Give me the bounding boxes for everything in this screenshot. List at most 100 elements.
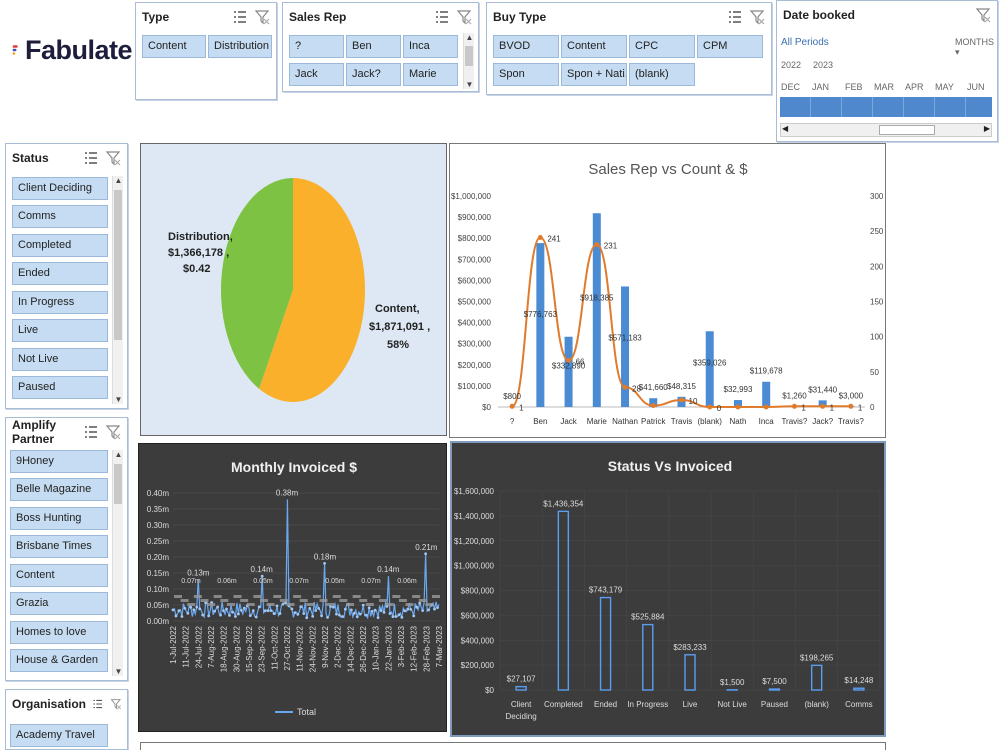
data-point: [320, 614, 324, 618]
slicer-item[interactable]: Homes to love: [10, 621, 108, 644]
data-point: [204, 601, 208, 605]
slicer-item[interactable]: Distribution: [208, 35, 272, 58]
y-axis-tick-label: 0.35m: [147, 505, 170, 514]
y-axis-tick-label: $200,000: [458, 361, 492, 370]
chart-title: Sales Rep vs Count & $: [588, 161, 748, 178]
slicer-item[interactable]: CPM: [697, 35, 763, 58]
x-axis-tick-label: 22-Jan-2023: [384, 625, 393, 670]
slicer-item[interactable]: Completed: [12, 234, 108, 257]
data-point: [355, 615, 359, 619]
x-axis-tick-label: Nathan: [612, 417, 638, 426]
scroll-down-icon[interactable]: ▼: [114, 667, 123, 676]
data-point: [412, 614, 416, 618]
slicer-item[interactable]: ?: [289, 35, 344, 58]
slicer-item[interactable]: Grazia: [10, 592, 108, 615]
data-point: [349, 608, 353, 612]
overlapping-data-label: [253, 595, 262, 598]
clear-filter-icon[interactable]: [456, 9, 472, 25]
slicer-item[interactable]: Paused: [12, 376, 108, 399]
data-point: [296, 612, 300, 616]
slicer-item[interactable]: CPC: [629, 35, 695, 58]
scroll-up-icon[interactable]: ▲: [114, 176, 123, 185]
slicer-item[interactable]: Spon + Nati...: [561, 63, 627, 86]
data-point: [174, 614, 178, 618]
amplify-partner-scrollbar[interactable]: ▲ ▼: [112, 450, 123, 676]
pie-label-content-line3: 58%: [387, 339, 409, 351]
multi-select-icon[interactable]: [83, 150, 99, 166]
slicer-item[interactable]: Brisbane Times: [10, 535, 108, 558]
time-unit-label: MONTHS: [955, 37, 994, 47]
slicer-item[interactable]: Content: [142, 35, 206, 58]
data-point: [201, 613, 205, 617]
multi-select-icon[interactable]: [727, 9, 743, 25]
multi-select-icon[interactable]: [83, 424, 99, 440]
data-point: [332, 605, 335, 609]
multi-select-icon[interactable]: [232, 9, 248, 25]
clear-filter-icon[interactable]: [105, 150, 121, 166]
x-axis-tick-label: Ended: [594, 700, 617, 709]
data-point: [192, 608, 196, 612]
slicer-item[interactable]: House & Garden: [10, 649, 108, 672]
overlapping-data-label: [174, 595, 182, 598]
data-point: [257, 605, 261, 609]
clear-filter-icon[interactable]: [254, 9, 270, 25]
overlapping-data-label: [339, 599, 348, 602]
slicer-item[interactable]: Boss Hunting: [10, 507, 108, 530]
count-point: [594, 242, 600, 248]
clear-filter-icon[interactable]: [749, 9, 765, 25]
scroll-up-icon[interactable]: ▲: [465, 33, 474, 42]
slicer-item[interactable]: Ben: [346, 35, 401, 58]
slicer-item[interactable]: Spon: [493, 63, 559, 86]
status-scrollbar[interactable]: ▲ ▼: [112, 176, 123, 404]
year-label: 2022: [781, 60, 802, 70]
slicer-item[interactable]: Client Deciding: [12, 177, 108, 200]
slicer-item[interactable]: Ended: [12, 262, 108, 285]
clear-filter-icon[interactable]: [975, 7, 991, 23]
slicer-item[interactable]: Comms: [12, 205, 108, 228]
slicer-item[interactable]: Not Live: [12, 348, 108, 371]
timeline-period-bar[interactable]: [780, 97, 992, 117]
slicer-item[interactable]: Content: [10, 564, 108, 587]
bar-data-label: $525,884: [631, 613, 665, 622]
time-unit-dropdown[interactable]: MONTHS ▾: [955, 37, 997, 58]
slicer-item[interactable]: Jack?: [346, 63, 401, 86]
slicer-item[interactable]: 9Honey: [10, 450, 108, 473]
bar-dollars: [818, 400, 827, 407]
month-label: MAY: [935, 82, 954, 92]
clear-filter-icon[interactable]: [110, 696, 121, 712]
slicer-item[interactable]: Belle Magazine: [10, 478, 108, 501]
x-axis-tick-label: 11-Jul-2022: [182, 625, 191, 667]
count-data-label: 1: [858, 403, 863, 412]
timeline-scrollbar[interactable]: ◀ ▶: [780, 123, 992, 137]
app-name: Fabulate: [24, 34, 133, 65]
slicer-item[interactable]: (blank): [629, 63, 695, 86]
multi-select-icon[interactable]: [92, 696, 103, 712]
status-bar: [768, 688, 781, 691]
scroll-down-icon[interactable]: ▼: [465, 80, 474, 89]
scroll-right-icon[interactable]: ▶: [983, 124, 990, 133]
bar-data-label: $7,500: [762, 677, 787, 686]
bar-data-label: $27,107: [507, 675, 536, 684]
slicer-item[interactable]: Academy Travel: [10, 724, 108, 747]
scroll-down-icon[interactable]: ▼: [114, 395, 123, 404]
overlapping-data-label: [359, 599, 368, 602]
bar-dollars: [621, 286, 630, 407]
slicer-item[interactable]: Marie: [403, 63, 458, 86]
pie-label-distribution-line3: $0.42: [183, 263, 211, 275]
bar-data-label: $14,248: [844, 676, 873, 685]
buy-type-slicer: Buy Type BVOD Content CPC CPM Spon Spon …: [486, 2, 772, 95]
multi-select-icon[interactable]: [434, 9, 450, 25]
data-point: [409, 607, 413, 611]
slicer-item[interactable]: BVOD: [493, 35, 559, 58]
slicer-item[interactable]: Live: [12, 319, 108, 342]
scroll-left-icon[interactable]: ◀: [782, 124, 789, 133]
bar-data-label: $31,440: [808, 385, 837, 394]
slicer-item[interactable]: Inca: [403, 35, 458, 58]
scroll-up-icon[interactable]: ▲: [114, 450, 123, 459]
status-slicer-title: Status: [12, 151, 49, 165]
slicer-item[interactable]: Content: [561, 35, 627, 58]
sales-rep-scrollbar[interactable]: ▲ ▼: [463, 33, 474, 89]
clear-filter-icon[interactable]: [105, 424, 121, 440]
slicer-item[interactable]: Jack: [289, 63, 344, 86]
slicer-item[interactable]: In Progress: [12, 291, 108, 314]
